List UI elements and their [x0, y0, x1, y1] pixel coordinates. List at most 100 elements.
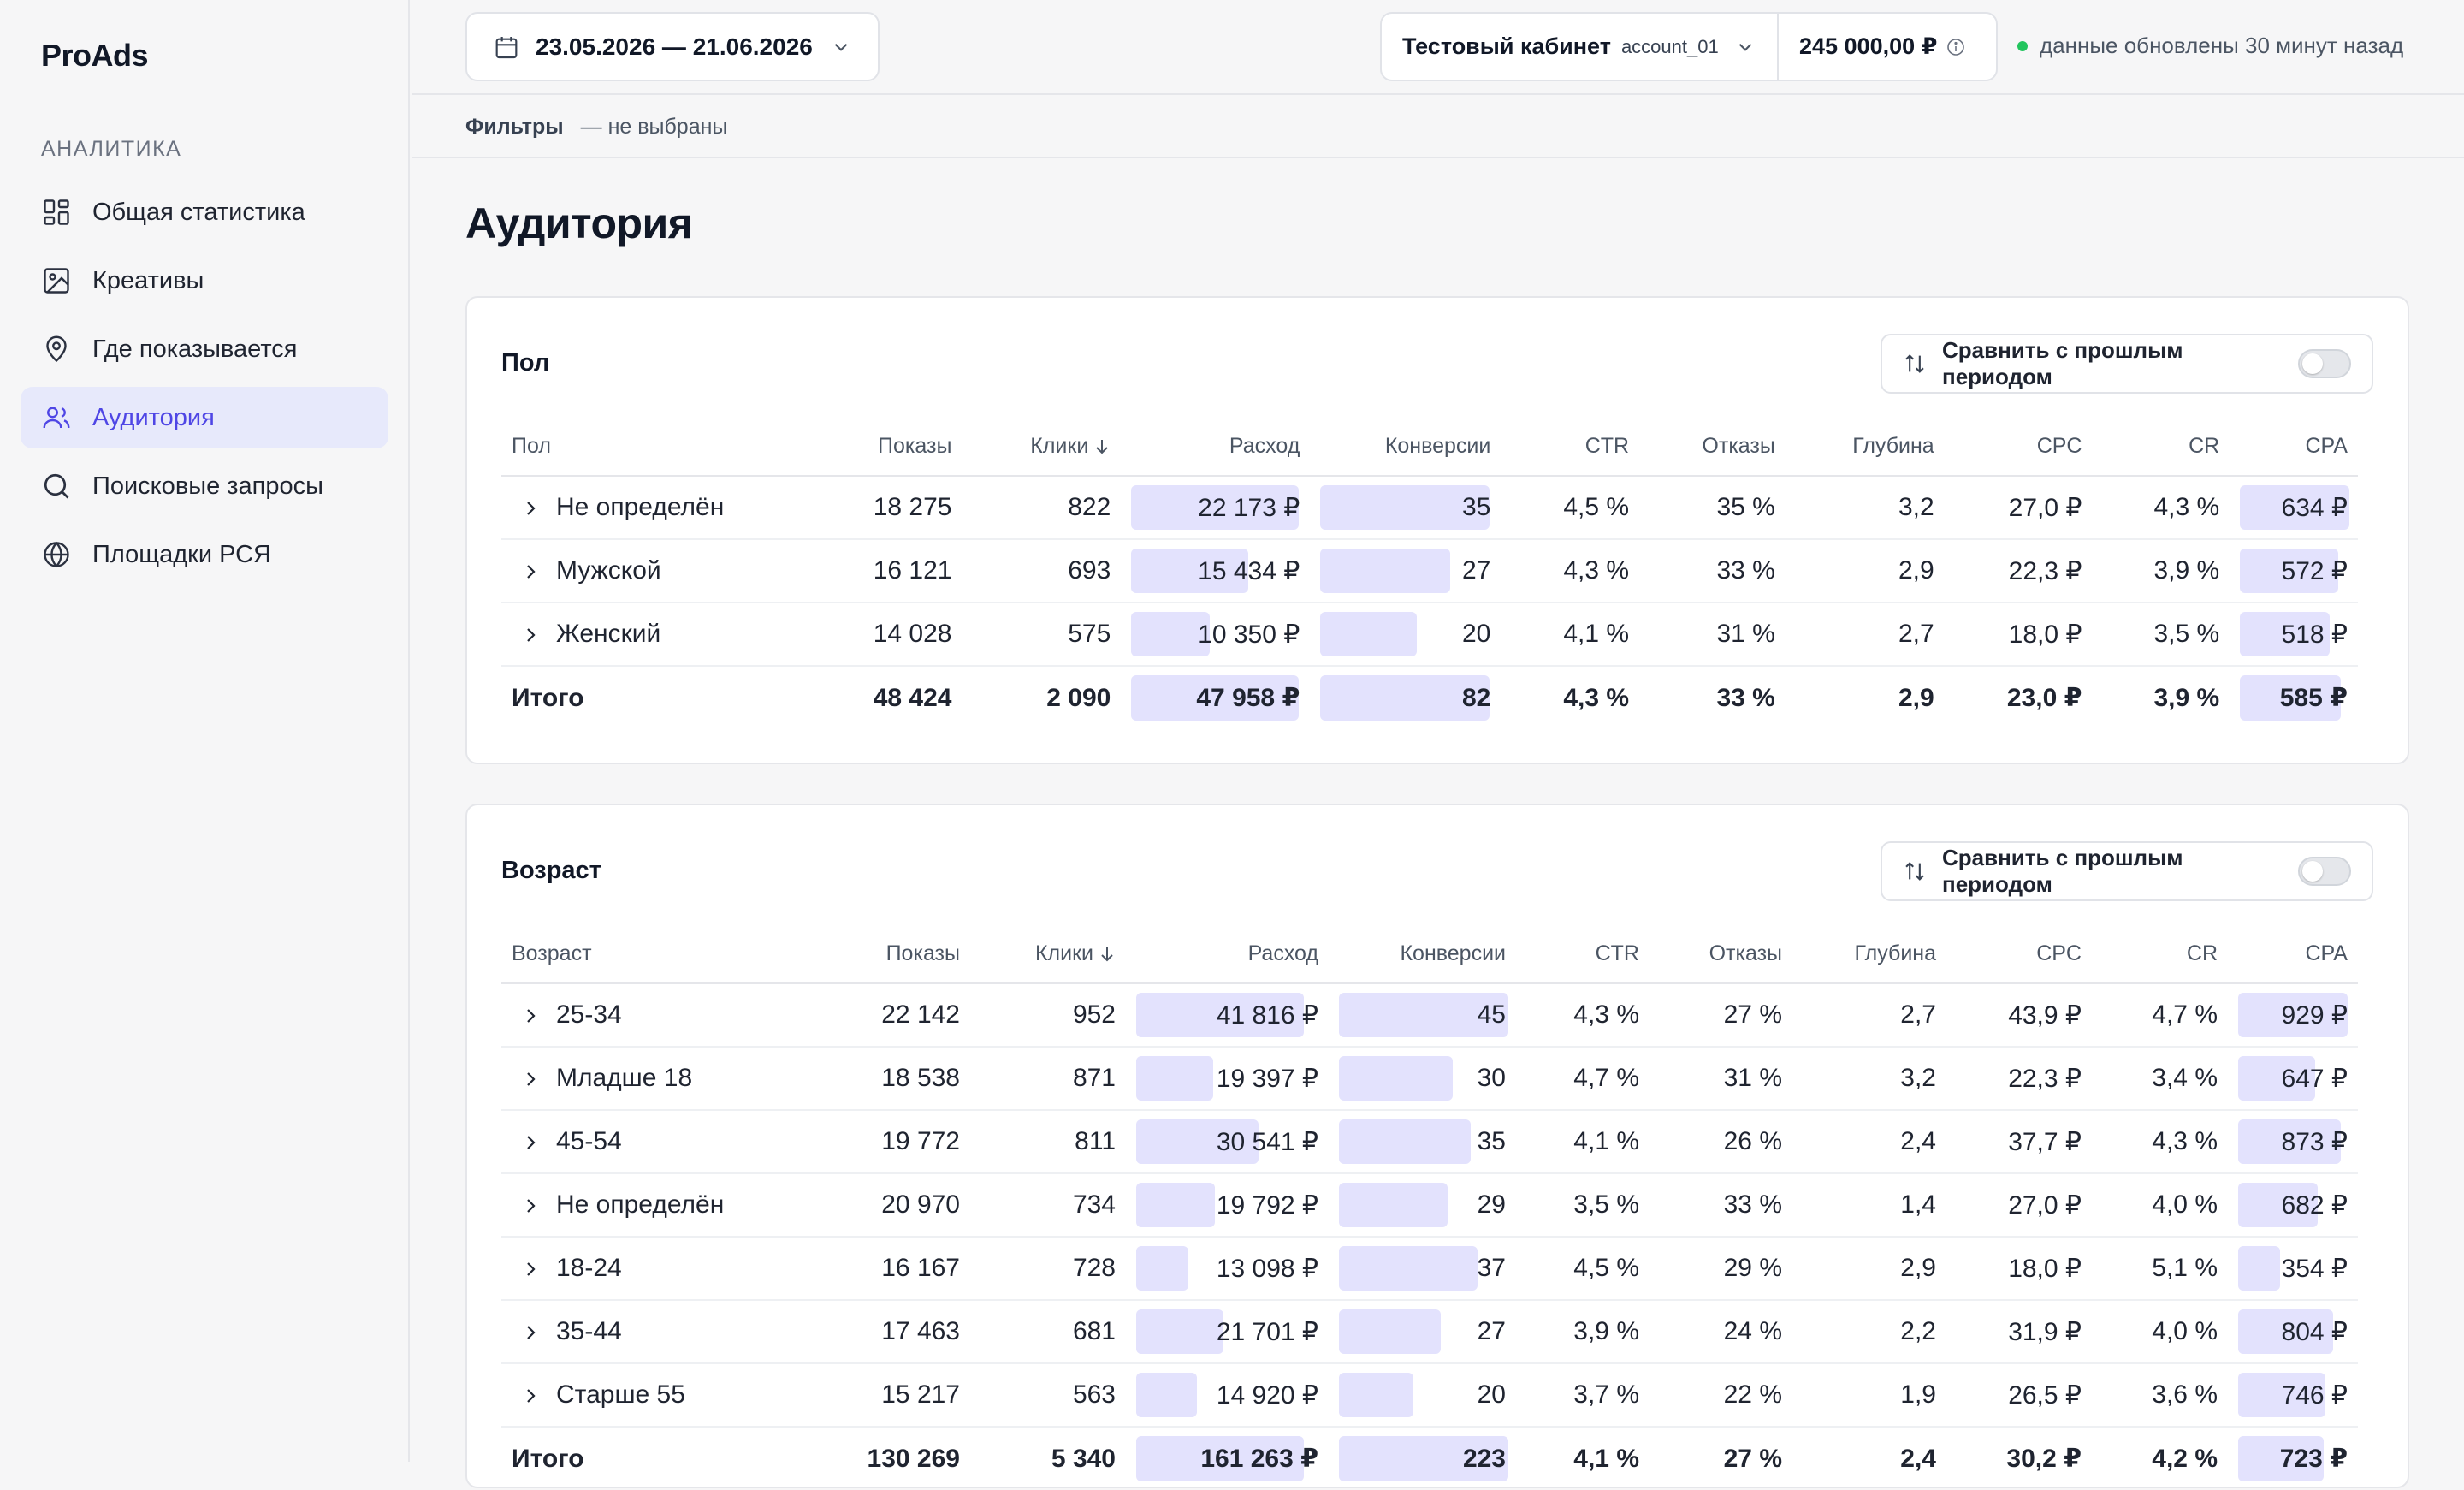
sidebar-item-placements[interactable]: Где показывается — [21, 318, 388, 380]
cell-spend: 10 350 ₽ — [1121, 603, 1311, 667]
sidebar-item-label: Площадки РСЯ — [92, 540, 271, 568]
row-label-cell[interactable]: 18-24 — [501, 1237, 838, 1301]
table-row[interactable]: Старше 55 15 217 563 14 920 ₽ 20 3,7 % 22 % 1,9… — [501, 1363, 2358, 1428]
chevron-right-icon[interactable] — [520, 1259, 541, 1279]
table-row[interactable]: 18-24 16 167 728 13 098 ₽ 37 4,5 % 29 % 2,9 18,0… — [501, 1237, 2358, 1301]
table-row[interactable]: 35-44 17 463 681 21 701 ₽ 27 3,9 % 24 % 2,2 31,9… — [501, 1300, 2358, 1364]
col-header[interactable]: Конверсии — [1310, 418, 1502, 477]
sidebar-item-overview[interactable]: Общая статистика — [21, 181, 388, 243]
chevron-right-icon[interactable] — [520, 561, 541, 582]
bar-fill — [1339, 993, 1508, 1037]
cell-cr: 3,5 % — [2092, 603, 2230, 667]
row-label-cell: Итого — [501, 1427, 838, 1490]
col-header[interactable]: Показы — [838, 925, 970, 984]
chevron-right-icon[interactable] — [520, 1386, 541, 1406]
cell-shows: 15 217 — [838, 1363, 970, 1428]
chevron-right-icon[interactable] — [520, 1196, 541, 1216]
sidebar-item-rsya-sites[interactable]: Площадки РСЯ — [21, 524, 388, 585]
sidebar-item-audience[interactable]: Аудитория — [21, 387, 388, 448]
cell-cpa: 585 ₽ — [2230, 666, 2358, 729]
sidebar-item-label: Креативы — [92, 266, 204, 294]
cell-depth: 2,9 — [1898, 683, 1934, 712]
info-icon[interactable] — [1946, 37, 1966, 57]
chevron-right-icon[interactable] — [520, 1132, 541, 1153]
row-label-cell[interactable]: Не определён — [501, 1173, 838, 1238]
chevron-right-icon[interactable] — [520, 625, 541, 645]
col-header[interactable]: Расход — [1126, 925, 1329, 984]
cell-shows: 17 463 — [838, 1300, 970, 1364]
col-header[interactable]: Расход — [1121, 418, 1311, 477]
col-header[interactable]: CPA — [2228, 925, 2358, 984]
cell-spend: 30 541 ₽ — [1126, 1110, 1329, 1174]
bar-fill — [1339, 1119, 1471, 1164]
col-header[interactable]: CTR — [1501, 418, 1640, 477]
col-header[interactable]: Отказы — [1650, 925, 1792, 984]
image-icon — [41, 265, 72, 296]
cell-ctr: 3,9 % — [1516, 1300, 1650, 1364]
table-row[interactable]: 45-54 19 772 811 30 541 ₽ 35 4,1 % 26 % 2,4 37,7… — [501, 1110, 2358, 1174]
chevron-right-icon[interactable] — [520, 1322, 541, 1343]
col-header[interactable]: Отказы — [1639, 418, 1786, 477]
cell-value: 21 701 ₽ — [1216, 1317, 1318, 1346]
cell-value: 22 173 ₽ — [1198, 493, 1300, 522]
row-label-cell[interactable]: 45-54 — [501, 1110, 838, 1174]
cell-ctr: 4,1 % — [1501, 603, 1640, 667]
chevron-right-icon[interactable] — [520, 1069, 541, 1089]
col-header[interactable]: Показы — [836, 418, 962, 477]
table-row[interactable]: Не определён 20 970 734 19 792 ₽ 29 3,5 % 33 %… — [501, 1173, 2358, 1238]
compare-period-toggle[interactable]: Сравнить с прошлым периодом — [1881, 841, 2373, 901]
app-logo[interactable]: ProAds — [41, 38, 149, 73]
cell-ctr: 4,3 % — [1516, 983, 1650, 1048]
row-label-cell[interactable]: 35-44 — [501, 1300, 838, 1364]
chevron-right-icon[interactable] — [520, 1006, 541, 1026]
col-header[interactable]: Пол — [501, 418, 837, 477]
chevron-right-icon[interactable] — [520, 498, 541, 519]
cell-ctr: 4,7 % — [1516, 1047, 1650, 1111]
cell-bounce: 35 % — [1639, 476, 1786, 540]
sidebar-item-search-queries[interactable]: Поисковые запросы — [21, 455, 388, 517]
col-header[interactable]: CPA — [2230, 418, 2358, 477]
cell-value: 354 ₽ — [2281, 1254, 2348, 1283]
col-header[interactable]: Конверсии — [1329, 925, 1516, 984]
sidebar-item-creatives[interactable]: Креативы — [21, 250, 388, 312]
account-name: Тестовый кабинет — [1402, 33, 1611, 59]
sort-arrows-icon — [1903, 859, 1927, 883]
col-header[interactable]: CR — [2092, 925, 2228, 984]
cell-value: 161 263 ₽ — [1200, 1445, 1318, 1473]
filters-bar[interactable]: Фильтры — не выбраны — [412, 97, 2464, 158]
row-label-cell[interactable]: Не определён — [501, 476, 837, 540]
col-header[interactable]: CPC — [1946, 925, 2092, 984]
account-selector[interactable]: Тестовый кабинет account_01 — [1380, 12, 1779, 81]
col-header-sorted[interactable]: Клики — [962, 418, 1122, 477]
cell-shows: 48 424 — [873, 683, 952, 712]
bar-fill — [1339, 1373, 1413, 1417]
row-label-cell[interactable]: Старше 55 — [501, 1363, 838, 1428]
row-label-cell[interactable]: Младше 18 — [501, 1047, 838, 1111]
bar-fill — [1320, 485, 1490, 530]
cell-conv: 29 — [1329, 1173, 1516, 1238]
table-row[interactable]: Женский 14 028 575 10 350 ₽ 20 4,1 % 31 % 2,7 18… — [501, 603, 2358, 667]
col-header[interactable]: CR — [2092, 418, 2230, 477]
row-label-cell[interactable]: 25-34 — [501, 983, 838, 1048]
row-label-cell[interactable]: Женский — [501, 603, 837, 667]
table-row[interactable]: Мужской 16 121 693 15 434 ₽ 27 4,3 % 33 % 2,9 22… — [501, 539, 2358, 603]
chevron-down-icon — [830, 36, 852, 58]
col-header[interactable]: CTR — [1516, 925, 1650, 984]
col-header[interactable]: Глубина — [1792, 925, 1946, 984]
cell-spend: 21 701 ₽ — [1126, 1300, 1329, 1364]
col-header-sorted[interactable]: Клики — [970, 925, 1126, 984]
row-label-cell[interactable]: Мужской — [501, 539, 837, 603]
table-row[interactable]: 25-34 22 142 952 41 816 ₽ 45 4,3 % 27 % 2,7 43,9… — [501, 983, 2358, 1048]
cell-cpa: 682 ₽ — [2228, 1173, 2358, 1238]
col-header[interactable]: Возраст — [501, 925, 838, 984]
cell-ctr: 4,5 % — [1501, 476, 1640, 540]
col-header[interactable]: Глубина — [1785, 418, 1945, 477]
toggle-switch[interactable] — [2298, 857, 2351, 886]
date-range-picker[interactable]: 23.05.2026 — 21.06.2026 — [465, 12, 880, 81]
table-row[interactable]: Не определён 18 275 822 22 173 ₽ 35 4,5 % 35 %… — [501, 476, 2358, 540]
col-header[interactable]: CPC — [1944, 418, 2093, 477]
toggle-switch[interactable] — [2298, 349, 2351, 378]
compare-period-toggle[interactable]: Сравнить с прошлым периодом — [1881, 334, 2373, 394]
cell-cpc: 22,3 ₽ — [1946, 1047, 2092, 1111]
table-row[interactable]: Младше 18 18 538 871 19 397 ₽ 30 4,7 % 31 % 3,2… — [501, 1047, 2358, 1111]
